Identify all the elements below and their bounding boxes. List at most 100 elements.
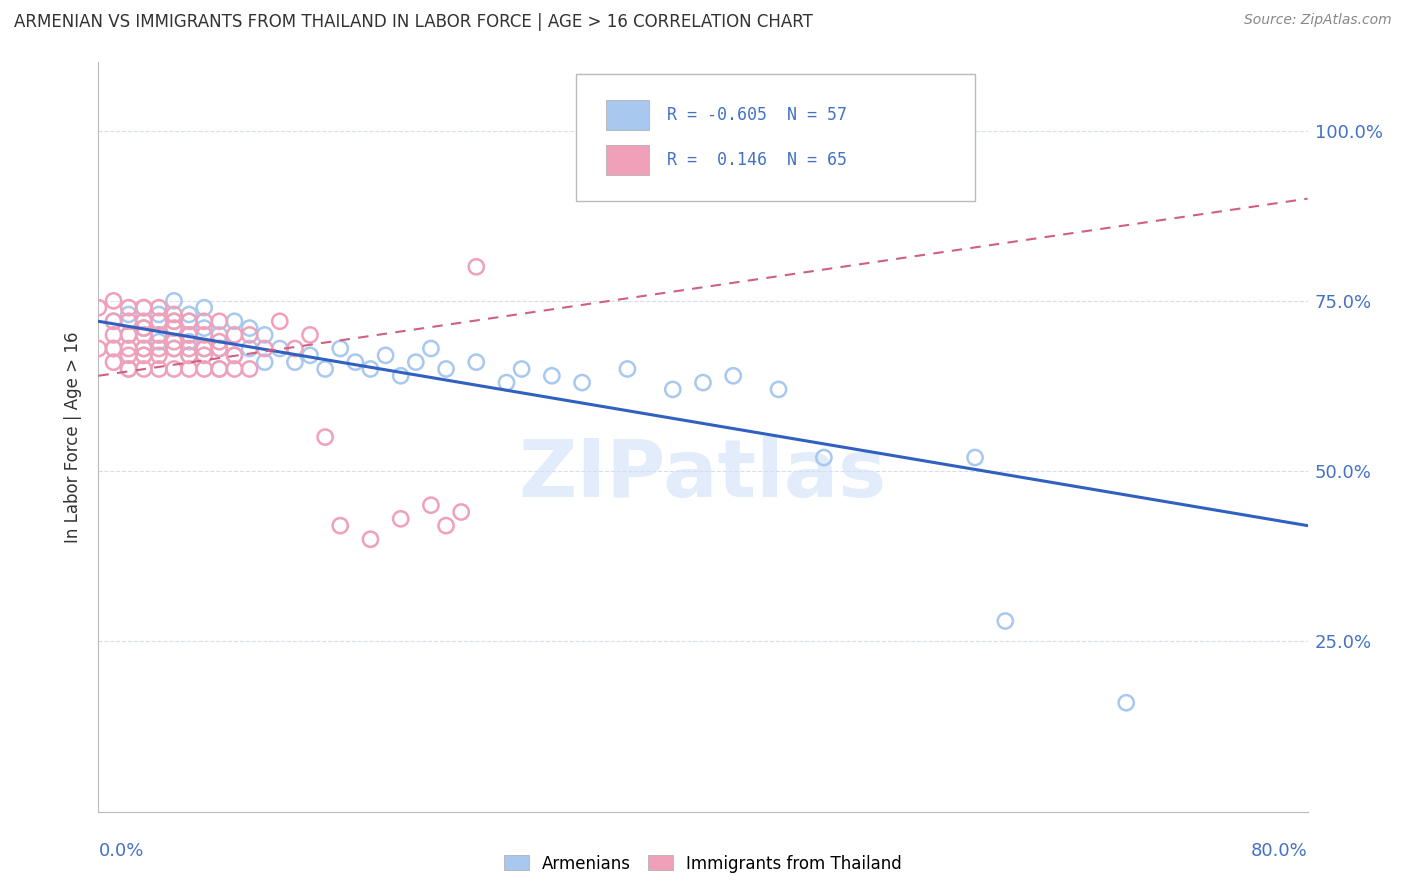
- Point: [193, 327, 215, 342]
- Point: [208, 342, 231, 356]
- Point: [208, 362, 231, 376]
- FancyBboxPatch shape: [606, 100, 648, 130]
- Text: ARMENIAN VS IMMIGRANTS FROM THAILAND IN LABOR FORCE | AGE > 16 CORRELATION CHART: ARMENIAN VS IMMIGRANTS FROM THAILAND IN …: [14, 13, 813, 31]
- Point: [224, 348, 246, 362]
- Point: [148, 334, 170, 349]
- Point: [163, 321, 186, 335]
- Point: [239, 362, 262, 376]
- Point: [465, 355, 488, 369]
- Point: [148, 362, 170, 376]
- Point: [132, 301, 155, 315]
- Point: [163, 314, 186, 328]
- Point: [179, 314, 201, 328]
- Point: [118, 314, 141, 328]
- Point: [179, 362, 201, 376]
- Point: [224, 362, 246, 376]
- Point: [193, 342, 215, 356]
- Point: [329, 342, 352, 356]
- Point: [208, 362, 231, 376]
- Point: [87, 342, 110, 356]
- Point: [389, 368, 412, 383]
- Point: [239, 342, 262, 356]
- Point: [163, 334, 186, 349]
- Point: [179, 334, 201, 349]
- Y-axis label: In Labor Force | Age > 16: In Labor Force | Age > 16: [65, 331, 83, 543]
- Point: [239, 327, 262, 342]
- Point: [253, 327, 276, 342]
- Point: [224, 327, 246, 342]
- Point: [420, 498, 443, 512]
- Point: [965, 450, 987, 465]
- Point: [299, 327, 322, 342]
- Point: [118, 362, 141, 376]
- Point: [208, 327, 231, 342]
- Point: [163, 314, 186, 328]
- Point: [723, 368, 745, 383]
- Point: [179, 308, 201, 322]
- Point: [179, 314, 201, 328]
- Point: [132, 348, 155, 362]
- Text: 0.0%: 0.0%: [98, 842, 143, 860]
- Point: [495, 376, 517, 390]
- Point: [540, 368, 562, 383]
- Point: [193, 342, 215, 356]
- Point: [193, 362, 215, 376]
- Point: [103, 293, 125, 308]
- Point: [132, 342, 155, 356]
- Point: [193, 314, 215, 328]
- Point: [253, 342, 276, 356]
- Point: [148, 342, 170, 356]
- Point: [118, 301, 141, 315]
- Point: [148, 301, 170, 315]
- Point: [193, 321, 215, 335]
- Point: [571, 376, 593, 390]
- Legend: Armenians, Immigrants from Thailand: Armenians, Immigrants from Thailand: [498, 848, 908, 880]
- Text: 80.0%: 80.0%: [1251, 842, 1308, 860]
- Point: [360, 362, 382, 376]
- Point: [193, 301, 215, 315]
- Point: [103, 342, 125, 356]
- Point: [314, 362, 336, 376]
- Point: [616, 362, 638, 376]
- Point: [163, 342, 186, 356]
- Point: [434, 518, 457, 533]
- Point: [118, 342, 141, 356]
- Point: [118, 362, 141, 376]
- Point: [450, 505, 472, 519]
- Point: [132, 348, 155, 362]
- Point: [179, 327, 201, 342]
- Point: [118, 327, 141, 342]
- Point: [314, 430, 336, 444]
- Point: [87, 301, 110, 315]
- Point: [132, 321, 155, 335]
- Point: [118, 327, 141, 342]
- Point: [132, 314, 155, 328]
- Point: [179, 348, 201, 362]
- Point: [118, 308, 141, 322]
- Text: R = -0.605  N = 57: R = -0.605 N = 57: [666, 106, 846, 124]
- Point: [148, 314, 170, 328]
- Point: [768, 383, 790, 397]
- Point: [405, 355, 427, 369]
- Point: [179, 348, 201, 362]
- Point: [193, 348, 215, 362]
- Point: [661, 383, 683, 397]
- Point: [163, 308, 186, 322]
- Point: [465, 260, 488, 274]
- Point: [163, 342, 186, 356]
- Point: [103, 314, 125, 328]
- Point: [692, 376, 714, 390]
- Point: [148, 348, 170, 362]
- Point: [208, 334, 231, 349]
- Point: [179, 342, 201, 356]
- Point: [844, 151, 866, 165]
- Point: [434, 362, 457, 376]
- Point: [239, 321, 262, 335]
- Point: [224, 314, 246, 328]
- Point: [163, 293, 186, 308]
- Text: ZIPatlas: ZIPatlas: [519, 435, 887, 514]
- Point: [269, 342, 291, 356]
- Point: [510, 362, 533, 376]
- Point: [179, 327, 201, 342]
- Point: [1115, 696, 1137, 710]
